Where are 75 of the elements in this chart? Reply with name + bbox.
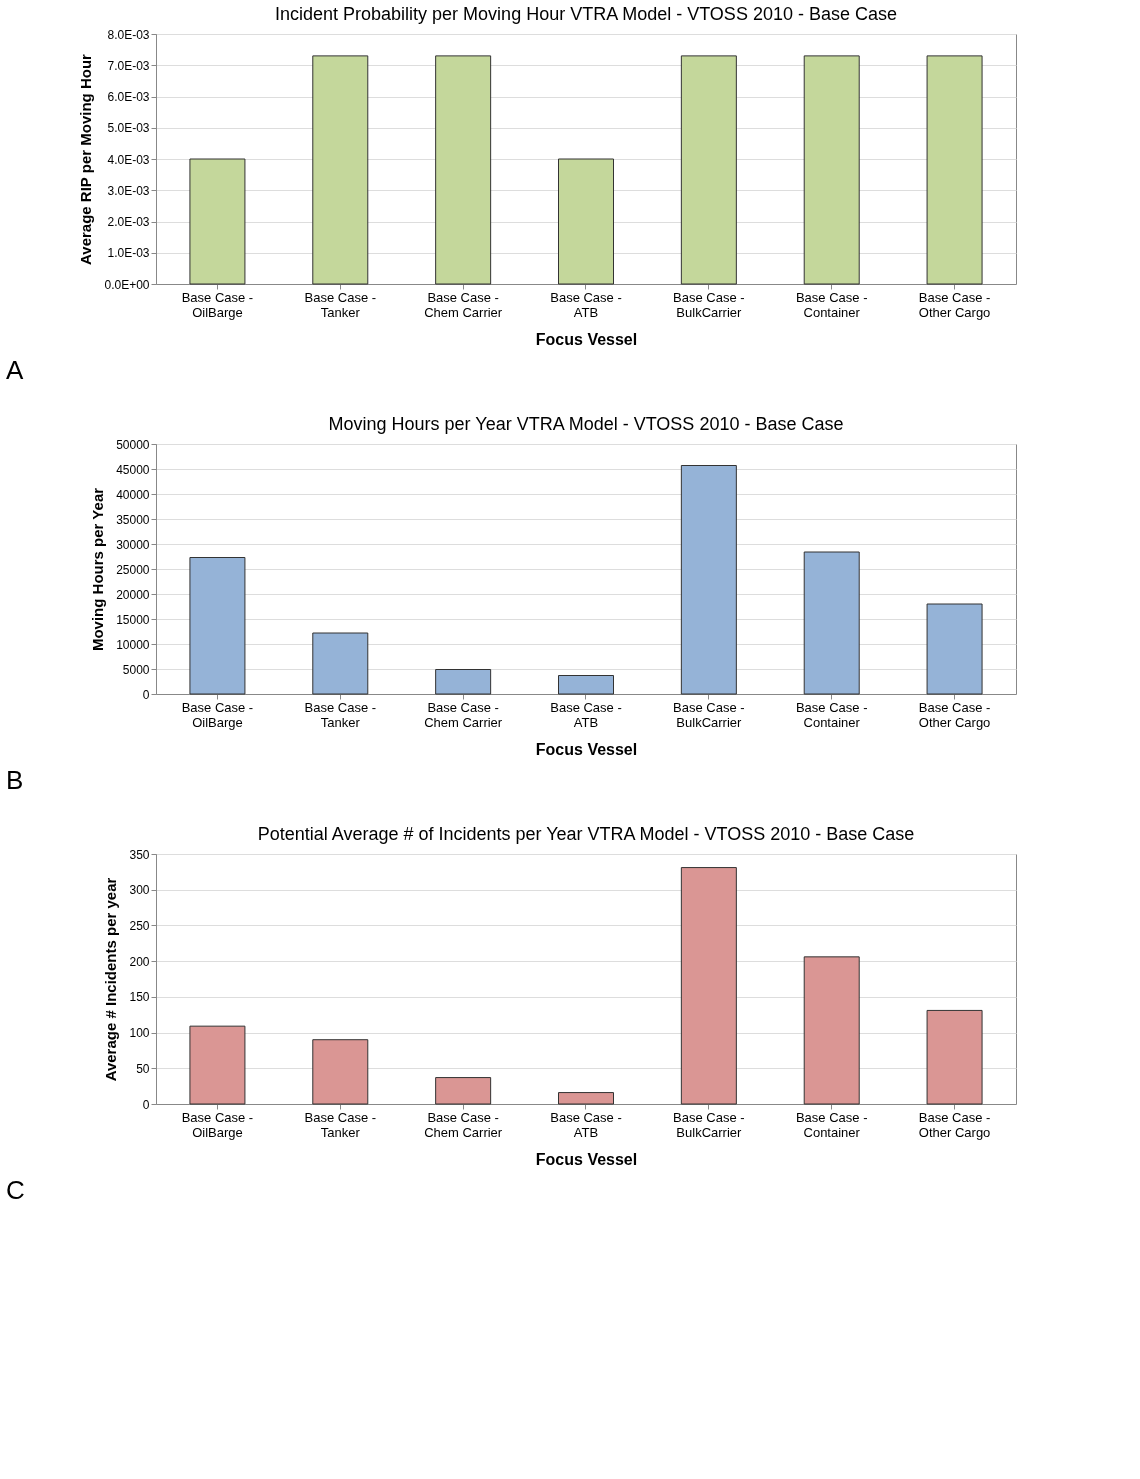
y-tick-label: 4.0E-03: [107, 152, 150, 167]
y-tick-label: 30000: [116, 537, 150, 552]
x-tick-label: Base Case - Tanker: [304, 289, 377, 320]
y-tick-label: 45000: [116, 462, 150, 477]
x-axis-title: Focus Vessel: [535, 1150, 638, 1168]
x-tick-label: Base Case - Chem Carrier: [424, 699, 503, 730]
bar: [435, 1077, 492, 1105]
y-tick-label: 40000: [116, 487, 150, 502]
x-tick-label: Base Case - Other Cargo: [918, 699, 991, 730]
bar: [558, 1092, 614, 1105]
y-tick-label: 300: [129, 883, 150, 898]
x-tick-label: Base Case - OilBarge: [181, 699, 254, 730]
bar: [926, 603, 983, 695]
bar: [189, 1025, 246, 1105]
x-tick-label: Base Case - Container: [795, 699, 868, 730]
y-tick-label: 20000: [116, 587, 150, 602]
bar: [680, 867, 737, 1105]
bar: [803, 956, 860, 1105]
x-axis-title: Focus Vessel: [535, 330, 638, 348]
y-tick-label: 100: [129, 1026, 150, 1041]
text: C: [6, 1175, 25, 1205]
bar: [435, 669, 492, 695]
y-tick-label: 350: [129, 847, 150, 862]
y-tick-label: 35000: [116, 512, 150, 527]
x-tick-label: Base Case - ATB: [550, 289, 622, 320]
y-tick-label: 5.0E-03: [107, 121, 150, 136]
bar: [312, 1039, 369, 1105]
x-tick-label: Base Case - Container: [795, 289, 868, 320]
bar: [189, 557, 246, 695]
y-tick-label: 50000: [116, 437, 150, 452]
y-tick-label: 1.0E-03: [107, 246, 150, 261]
y-tick-label: 6.0E-03: [107, 90, 150, 104]
y-tick-label: 250: [129, 918, 150, 933]
y-tick-label: 0.0E+00: [104, 277, 150, 292]
y-tick-label: 200: [129, 954, 150, 969]
y-tick-label: 10000: [116, 637, 150, 652]
x-tick-label: Base Case - OilBarge: [181, 1109, 254, 1140]
y-tick-label: 0: [142, 687, 150, 702]
x-tick-label: Base Case - ATB: [550, 699, 622, 730]
x-tick-label: Base Case - Other Cargo: [918, 289, 991, 320]
x-tick-label: Base Case - Container: [795, 1109, 868, 1140]
y-tick-label: 8.0E-03: [107, 27, 150, 42]
x-tick-label: Base Case - Tanker: [304, 1109, 377, 1140]
x-tick-label: Base Case - Chem Carrier: [424, 289, 503, 320]
y-tick-label: 7.0E-03: [107, 58, 150, 73]
x-tick-label: Base Case - Tanker: [304, 699, 377, 730]
x-tick-label: Base Case - BulkCarrier: [673, 1109, 745, 1140]
bar: [926, 1009, 983, 1105]
chart-title: Incident Probability per Moving Hour VTRA Model - VTOSS 2010 - Base Case: [275, 4, 897, 24]
y-axis-title: Average RIP per Moving Hour: [77, 53, 95, 265]
bar: [803, 551, 860, 695]
x-tick-label: Base Case - ATB: [550, 1109, 622, 1140]
x-tick-label: Base Case - BulkCarrier: [673, 289, 745, 320]
x-axis-title: Focus Vessel: [535, 740, 638, 758]
chart-title: Potential Average # of Incidents per Year VTRA Model - VTOSS 2010 - Base Case: [257, 824, 915, 844]
bar: [312, 632, 369, 695]
y-tick-label: 3.0E-03: [107, 183, 150, 198]
y-axis-title: Moving Hours per Year: [89, 487, 107, 652]
text: A: [6, 355, 24, 385]
y-tick-label: 0: [142, 1097, 150, 1112]
chart-title: Moving Hours per Year VTRA Model - VTOSS 2010 - Base Case: [328, 414, 844, 434]
y-tick-label: 50: [136, 1061, 150, 1076]
y-tick-label: 2.0E-03: [107, 215, 150, 229]
y-axis-title: Average # Incidents per year: [102, 877, 120, 1082]
y-tick-label: 5000: [122, 662, 150, 677]
x-tick-label: Base Case - BulkCarrier: [673, 699, 745, 730]
bar: [558, 675, 614, 695]
x-tick-label: Base Case - OilBarge: [181, 289, 254, 320]
y-tick-label: 25000: [116, 562, 150, 577]
text: B: [6, 765, 24, 795]
bar: [680, 465, 737, 695]
y-tick-label: 15000: [116, 612, 150, 627]
y-tick-label: 150: [129, 990, 150, 1005]
x-tick-label: Base Case - Other Cargo: [918, 1109, 991, 1140]
x-tick-label: Base Case - Chem Carrier: [424, 1109, 503, 1140]
